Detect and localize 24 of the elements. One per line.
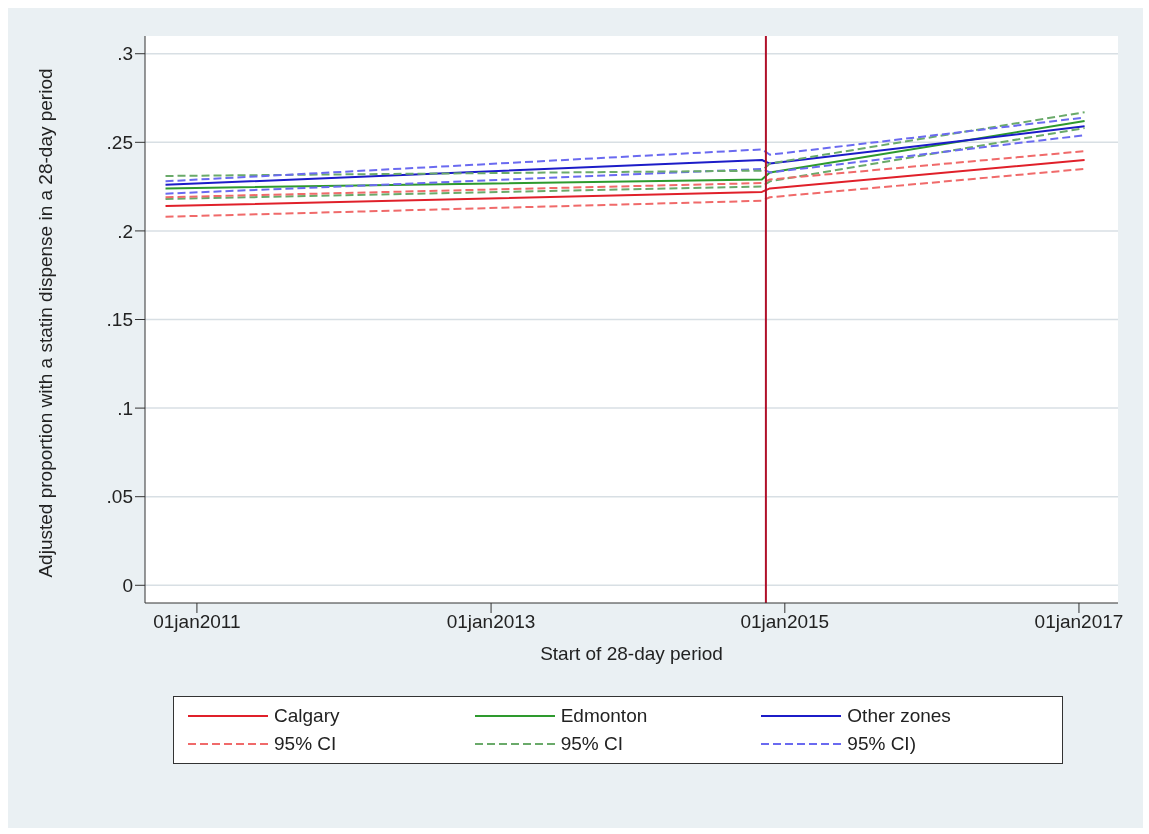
line-series bbox=[164, 111, 1086, 177]
legend-label: Other zones bbox=[847, 705, 951, 727]
legend-label: Edmonton bbox=[560, 705, 648, 727]
line-series bbox=[164, 150, 1086, 199]
y-tick-label: .05 bbox=[106, 486, 133, 508]
x-tick-label: 01jan2015 bbox=[740, 611, 830, 633]
y-tick-label: .1 bbox=[117, 397, 133, 419]
legend-label: 95% CI bbox=[560, 733, 623, 755]
x-axis-title: Start of 28-day period bbox=[540, 643, 723, 664]
legend-label: 95% CI bbox=[274, 733, 337, 755]
line-series bbox=[164, 127, 1086, 201]
y-tick-label: 0 bbox=[122, 575, 133, 597]
y-tick-label: .15 bbox=[106, 309, 133, 331]
y-axis-title: Adjusted proportion with a statin dispense in a 28-day period bbox=[35, 68, 57, 578]
x-tick-label: 01jan2017 bbox=[1034, 611, 1124, 633]
y-tick-label: .3 bbox=[117, 43, 133, 65]
y-tick-label: .2 bbox=[117, 220, 133, 242]
legend-label: 95% CI) bbox=[847, 733, 916, 755]
legend-label: Calgary bbox=[274, 705, 340, 727]
x-tick-label: 01jan2013 bbox=[446, 611, 536, 633]
line-series bbox=[164, 159, 1086, 208]
x-tick-label: 01jan2011 bbox=[153, 611, 241, 633]
y-tick-label: .25 bbox=[106, 132, 133, 154]
line-series bbox=[164, 167, 1086, 218]
